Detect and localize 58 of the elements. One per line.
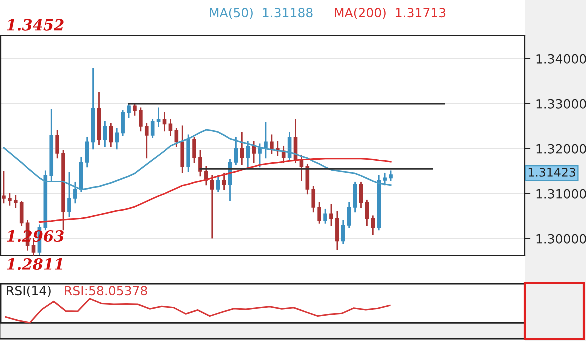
candlestick [365, 200, 370, 226]
text: 1.2811 [7, 258, 62, 270]
y-tick-label: 1.33000 [536, 99, 586, 109]
candlestick [222, 172, 226, 190]
candlestick [336, 211, 340, 250]
candlestick [133, 103, 137, 116]
candlestick [56, 130, 60, 159]
chart-title: RSI(14) [7, 286, 51, 298]
candlestick [258, 144, 262, 168]
candlestick [103, 121, 108, 148]
candlestick [115, 128, 120, 150]
candlestick [312, 186, 316, 213]
line-series [3, 129, 392, 191]
candlestick [234, 136, 238, 166]
text: MA(50) 1.31188 [210, 8, 313, 20]
candlestick [162, 112, 167, 132]
candlestick [174, 128, 179, 148]
candlestick [20, 201, 24, 226]
y-tick-label: 1.30000 [536, 234, 586, 244]
candlestick [353, 182, 358, 213]
candlestick [210, 175, 214, 239]
candlestick [246, 141, 250, 168]
candlestick [330, 204, 334, 226]
candlestick [2, 171, 6, 204]
candlestick [252, 141, 256, 164]
candlestick [270, 134, 274, 154]
candlestick [324, 208, 328, 224]
y-tick-label: 1.34000 [536, 54, 586, 64]
series-label: RSI:58.05378 [65, 286, 148, 296]
candlestick [347, 202, 352, 228]
candlestick [168, 118, 173, 136]
candlestick [318, 202, 322, 224]
candlestick [68, 172, 72, 218]
candlestick [144, 123, 149, 159]
candlestick [216, 175, 220, 192]
candlestick [8, 193, 12, 206]
candlestick [198, 150, 202, 177]
candlestick [204, 166, 208, 186]
y-tick-label: 1.31000 [536, 189, 586, 199]
candlestick [150, 118, 155, 138]
y-tick-label: 1.32000 [536, 144, 586, 154]
candlestick [156, 108, 161, 128]
candlestick [192, 136, 196, 164]
candlestick [109, 123, 114, 148]
candlestick [371, 216, 376, 236]
candlestick [121, 110, 125, 136]
candlestick [240, 132, 244, 166]
candlestick [383, 172, 387, 186]
candlestick [85, 136, 90, 168]
text: 1.3452 [7, 19, 64, 31]
candlestick [74, 182, 78, 204]
candlestick [359, 182, 364, 208]
text: MA(200) 1.31713 [335, 8, 446, 20]
candlestick [127, 103, 131, 118]
candlestick [341, 220, 346, 244]
candlestick [139, 108, 143, 132]
candlestick [14, 195, 18, 208]
text: 1.31423 [528, 168, 576, 177]
